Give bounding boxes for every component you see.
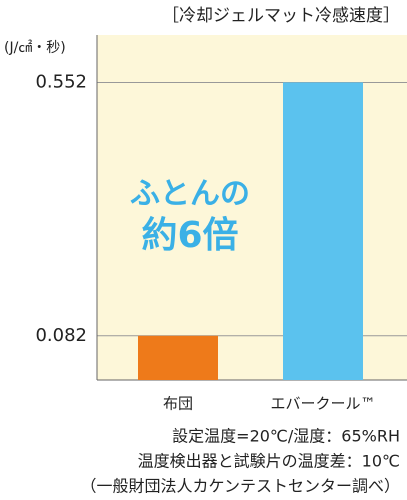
chart-title: ［冷却ジェルマット冷感速度］ bbox=[162, 6, 400, 26]
y-tick-label: 0.552 bbox=[35, 71, 87, 92]
note: （一般財団法人カケンテストセンター調べ） bbox=[80, 477, 400, 496]
bar bbox=[138, 335, 218, 380]
x-tick-label: エバークール™ bbox=[270, 395, 375, 413]
note: 温度検出器と試験片の温度差：10℃ bbox=[138, 452, 400, 471]
y-unit: (J/㎠・秒) bbox=[4, 40, 66, 56]
y-tick-label: 0.082 bbox=[35, 325, 87, 346]
note: 設定温度=20℃/湿度：65%RH bbox=[172, 427, 400, 446]
annotation: ふとんの bbox=[130, 177, 250, 212]
bar bbox=[283, 82, 363, 380]
annotation: 約6倍 bbox=[141, 215, 238, 256]
x-tick-label: 布団 bbox=[163, 395, 193, 413]
